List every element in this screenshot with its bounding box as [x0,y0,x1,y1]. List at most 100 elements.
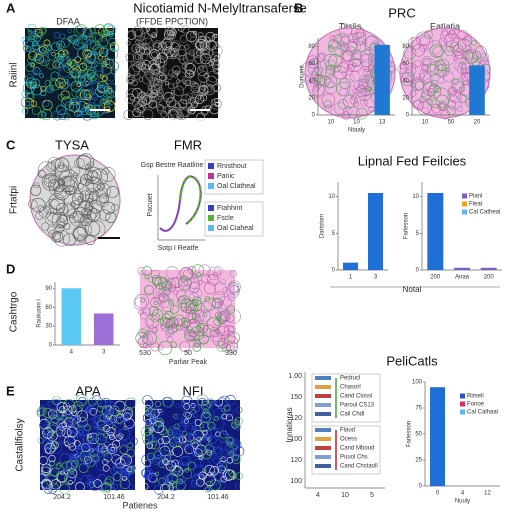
texture [74,416,81,423]
texture [142,60,152,70]
texture [153,454,163,464]
texture [451,37,466,52]
texture [41,478,52,490]
texture [79,190,91,202]
texture [149,63,161,75]
texture [38,44,49,55]
y-tick-label: 80 [308,44,315,50]
texture [188,97,196,105]
x-tick-label: 3 [102,350,106,356]
texture [54,157,70,173]
texture [161,396,173,408]
texture [89,27,96,34]
texture [165,460,177,472]
texture [181,25,190,34]
texture [144,285,154,295]
texture [92,416,100,423]
texture [119,445,129,454]
texture [191,273,198,280]
texture [50,467,60,477]
texture [308,64,320,76]
texture [99,413,109,423]
texture [330,64,336,70]
texture [120,454,132,466]
texture [194,419,202,426]
x-tick-label: 20 [474,120,481,126]
texture [234,483,240,489]
texture [69,35,78,44]
texture [184,44,190,50]
texture [205,444,214,453]
texture [185,300,198,312]
texture [166,73,173,81]
texture [106,48,118,61]
texture [334,48,344,57]
texture [201,301,212,313]
texture [23,44,31,53]
texture [160,110,168,118]
texture [98,47,109,57]
texture [189,96,200,107]
y-tick-label: 0 [332,268,336,274]
texture [200,94,208,102]
texture [145,71,156,82]
texture [199,309,211,322]
texture [220,312,231,322]
texture [161,435,170,445]
y-tick-label: 20 [402,95,409,101]
texture [360,49,373,63]
texture [182,396,191,404]
texture [77,196,84,202]
texture [192,47,203,58]
texture [48,400,58,410]
tick-label: 4 [316,492,320,499]
legend-swatch [315,412,331,416]
texture [138,43,150,55]
texture [321,93,336,107]
legend-swatch [462,209,467,215]
texture [138,61,147,70]
texture [68,480,73,485]
texture [182,75,192,85]
texture [47,225,56,234]
side-label: Raiinl [9,62,20,87]
texture [36,407,45,416]
texture [76,82,81,87]
texture [114,400,126,412]
legend-label: Oal Clatheal [217,183,256,190]
texture [132,25,144,37]
x-tick-label: 10 [327,120,334,126]
texture [154,471,159,476]
texture [173,318,186,331]
texture [203,474,216,487]
axis-label: Farlesson [404,213,410,239]
texture [198,280,203,285]
texture [184,61,194,72]
texture [144,48,151,56]
texture [115,434,122,441]
texture [72,436,84,448]
texture [27,81,35,89]
texture [104,414,112,422]
texture [86,53,97,63]
image-tick: 530 [139,350,151,357]
texture [210,98,222,110]
texture [420,73,426,79]
texture [190,404,196,410]
y-tick-label: 50 [415,432,422,438]
texture [151,61,161,71]
texture [103,424,111,433]
texture [76,448,85,457]
texture [333,34,342,44]
legend-label: Cand Mboud [340,446,374,452]
texture [167,456,172,461]
texture [76,24,87,35]
y-tick-label: 0 [312,113,316,119]
texture [226,309,241,324]
texture [30,34,35,39]
texture [100,483,112,494]
texture [168,69,176,78]
texture [161,460,171,469]
texture [31,84,43,96]
texture [91,168,109,186]
